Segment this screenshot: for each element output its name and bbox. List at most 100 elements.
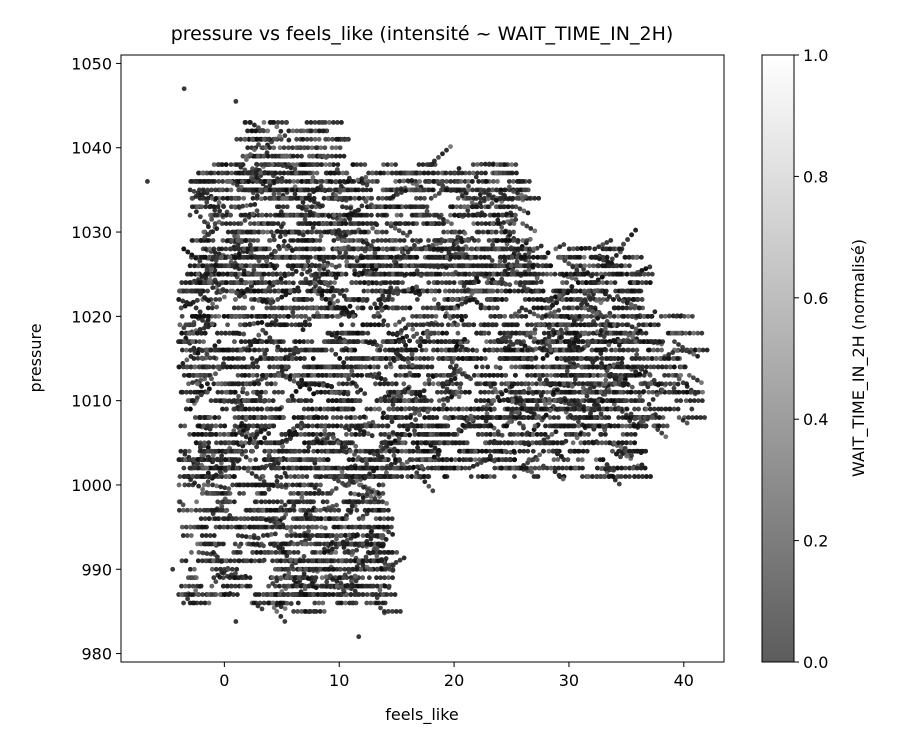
data-point bbox=[598, 300, 604, 306]
data-point bbox=[629, 453, 634, 458]
data-point bbox=[580, 465, 585, 471]
data-point bbox=[328, 297, 334, 302]
data-point bbox=[212, 398, 218, 404]
data-point bbox=[613, 253, 619, 258]
data-point bbox=[380, 423, 385, 429]
data-point bbox=[387, 361, 393, 367]
data-point bbox=[225, 356, 231, 361]
data-point bbox=[427, 339, 433, 345]
data-point bbox=[310, 423, 316, 429]
data-point bbox=[429, 448, 434, 454]
data-point bbox=[425, 448, 430, 454]
data-point bbox=[243, 454, 249, 460]
data-point bbox=[216, 313, 222, 319]
data-point bbox=[388, 280, 393, 286]
data-point bbox=[528, 465, 534, 471]
data-point bbox=[566, 305, 572, 311]
data-point bbox=[623, 423, 629, 429]
data-point bbox=[478, 460, 484, 465]
data-points bbox=[145, 86, 710, 640]
data-point bbox=[466, 465, 472, 471]
data-point bbox=[344, 356, 350, 361]
data-point bbox=[537, 452, 543, 458]
data-point bbox=[576, 254, 581, 260]
data-point bbox=[393, 322, 398, 328]
data-point bbox=[449, 393, 455, 399]
data-point bbox=[221, 294, 227, 300]
data-point bbox=[212, 250, 218, 256]
data-point bbox=[406, 322, 412, 328]
data-point bbox=[645, 271, 651, 277]
data-point bbox=[391, 453, 397, 459]
data-point bbox=[613, 288, 618, 294]
data-point bbox=[434, 241, 440, 247]
data-point bbox=[627, 263, 632, 269]
data-point bbox=[593, 457, 599, 463]
data-point bbox=[483, 457, 488, 463]
data-point bbox=[186, 448, 192, 454]
data-point bbox=[186, 381, 191, 387]
data-point bbox=[200, 317, 205, 323]
data-point bbox=[211, 381, 217, 387]
data-point bbox=[400, 280, 405, 286]
data-point bbox=[579, 457, 585, 463]
data-point bbox=[649, 271, 655, 277]
data-point bbox=[615, 423, 621, 429]
data-point bbox=[445, 398, 451, 403]
data-point bbox=[210, 301, 216, 307]
data-point bbox=[501, 397, 507, 403]
data-point bbox=[235, 305, 241, 311]
data-point bbox=[317, 406, 323, 412]
data-point bbox=[566, 401, 572, 407]
data-point bbox=[331, 293, 337, 299]
data-point bbox=[394, 280, 400, 286]
data-point bbox=[378, 431, 384, 437]
data-point bbox=[532, 465, 538, 471]
data-point bbox=[382, 431, 387, 437]
data-point bbox=[372, 406, 378, 412]
data-point bbox=[344, 423, 349, 429]
data-point bbox=[581, 254, 587, 260]
data-point bbox=[513, 280, 519, 286]
data-point bbox=[509, 389, 515, 395]
data-point bbox=[569, 275, 575, 281]
data-point bbox=[574, 263, 580, 269]
data-point bbox=[346, 427, 352, 433]
data-point bbox=[578, 431, 583, 437]
data-point bbox=[420, 305, 426, 311]
data-point bbox=[582, 431, 587, 437]
data-point bbox=[534, 402, 540, 408]
data-point bbox=[487, 474, 493, 479]
data-point bbox=[604, 280, 610, 286]
data-point bbox=[289, 322, 295, 328]
data-point bbox=[579, 305, 584, 311]
data-point bbox=[580, 474, 585, 479]
data-point bbox=[321, 406, 327, 412]
data-point bbox=[438, 372, 443, 378]
data-point bbox=[556, 307, 562, 313]
data-point bbox=[482, 389, 488, 395]
data-point bbox=[430, 242, 436, 248]
data-point bbox=[336, 381, 342, 387]
data-point bbox=[207, 355, 213, 361]
data-point bbox=[182, 423, 188, 429]
data-point bbox=[487, 448, 493, 454]
data-point bbox=[547, 415, 553, 420]
data-point bbox=[436, 398, 442, 404]
data-point bbox=[586, 293, 592, 299]
data-point bbox=[431, 339, 437, 345]
data-point bbox=[374, 305, 380, 311]
data-point bbox=[205, 305, 211, 311]
data-point bbox=[516, 309, 522, 314]
data-point bbox=[547, 313, 553, 319]
data-point bbox=[201, 339, 206, 345]
data-point bbox=[622, 263, 628, 269]
data-point bbox=[199, 372, 205, 378]
data-point bbox=[543, 313, 549, 319]
data-point bbox=[414, 331, 420, 337]
data-point bbox=[413, 322, 419, 328]
data-point bbox=[565, 431, 571, 437]
data-point bbox=[433, 313, 439, 319]
data-point bbox=[442, 372, 447, 378]
data-point bbox=[401, 381, 407, 387]
